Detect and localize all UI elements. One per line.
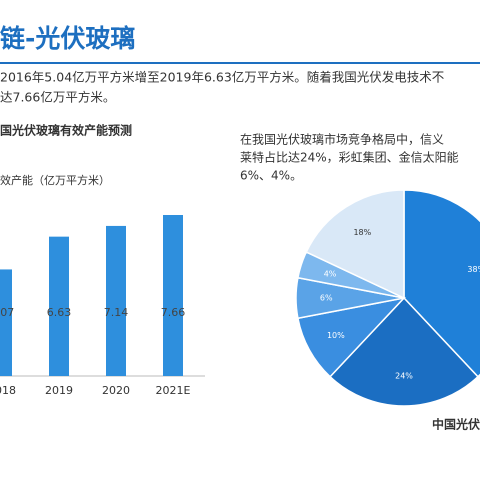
- bar: [163, 215, 183, 376]
- bar: [49, 236, 69, 376]
- pie-value-label: 18%: [353, 228, 371, 237]
- pie-value-label: 24%: [395, 371, 413, 380]
- bar-chart-title: 国光伏玻璃有效产能预测: [0, 123, 132, 138]
- paragraph-line: 2016年5.04亿万平方米增至2019年6.63亿万平方米。随着我国光伏发电技…: [0, 70, 444, 85]
- pie-value-label: 38%: [467, 265, 480, 274]
- bar: [106, 225, 126, 376]
- x-tick-label: 2018: [0, 384, 16, 397]
- pie-slice: [305, 189, 405, 300]
- x-tick-label: 2021E: [156, 384, 191, 397]
- pie-slice: [403, 189, 480, 378]
- slide-title: 链-光伏玻璃: [0, 24, 135, 53]
- bar-value-label: 5.07: [0, 306, 14, 319]
- pie-value-label: 6%: [320, 294, 333, 303]
- pie-value-label: 10%: [327, 331, 345, 340]
- pie-text-line: 在我国光伏玻璃市场竞争格局中，信义: [240, 132, 444, 147]
- x-tick-label: 2020: [102, 384, 130, 397]
- pie-text-line: 莱特占比达24%，彩虹集团、金信太阳能: [240, 150, 459, 165]
- x-tick-label: 2019: [45, 384, 73, 397]
- pie-text-line: 6%、4%。: [240, 169, 302, 183]
- bar-value-label: 6.63: [47, 306, 72, 319]
- bar-value-label: 7.66: [161, 306, 186, 319]
- pie-slice: [329, 296, 479, 407]
- paragraph-line: 达7.66亿万平方米。: [0, 90, 115, 105]
- bar-value-label: 7.14: [104, 306, 129, 319]
- bar: [0, 269, 12, 376]
- pie-title: 中国光伏: [432, 417, 480, 432]
- pie-value-label: 4%: [324, 269, 337, 278]
- bar-y-label: 效产能（亿万平方米）: [0, 173, 110, 187]
